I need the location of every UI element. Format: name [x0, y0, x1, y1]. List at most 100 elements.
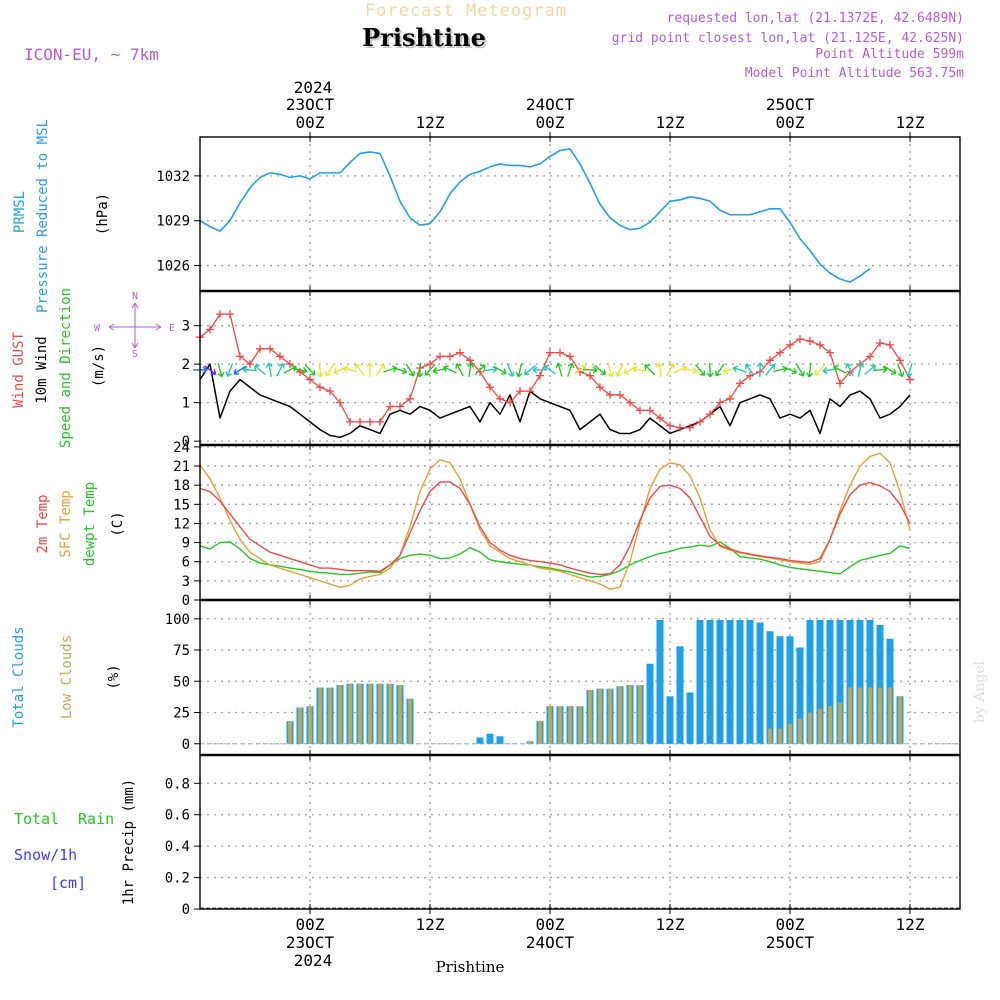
- wind-gust-marker: [376, 417, 384, 426]
- wind-arrow-shape: [543, 365, 557, 375]
- wind-arrow-shape: [424, 364, 436, 376]
- wind-direction-arrow: [474, 364, 486, 376]
- wind-gust-marker: [686, 423, 694, 432]
- wind-gust-label: Wind GUST: [11, 332, 27, 408]
- wind-arrow-shape: [304, 364, 316, 376]
- compass-west: W: [94, 323, 101, 334]
- wind-arrow-shape: [814, 364, 826, 376]
- temp-unit-label: (C): [110, 511, 126, 536]
- model-altitude: Model Point Altitude 563.75m: [745, 66, 964, 81]
- wind-gust-marker: [446, 352, 454, 361]
- low-cloud-bar: [788, 723, 792, 744]
- low-cloud-bar: [358, 683, 362, 744]
- grid-point-coords: grid point closest lon,lat (21.125E, 42.…: [612, 31, 964, 46]
- top-time-label: 12Z: [656, 113, 685, 132]
- wind-direction-arrow: [872, 366, 888, 374]
- wind-gust-marker: [736, 379, 744, 388]
- wind-direction-arrow: [455, 363, 464, 377]
- wind-gust-marker: [526, 387, 534, 396]
- top-time-label: 00Z: [296, 113, 325, 132]
- wind-direction-arrow: [905, 363, 913, 378]
- tsfc-label: SFC Temp: [58, 490, 74, 557]
- wind-arrow-shape: [905, 363, 913, 378]
- wind-direction-arrow: [354, 363, 365, 376]
- pressure-tick-label: 1029: [156, 214, 190, 230]
- low-cloud-bar: [808, 712, 812, 744]
- wind-gust-marker: [866, 352, 874, 361]
- wind-direction-arrow: [806, 362, 814, 378]
- total-cloud-bar: [486, 733, 494, 744]
- wind-direction-arrow: [594, 364, 607, 376]
- wind-gust-marker: [706, 410, 714, 419]
- total-cloud-bar: [746, 620, 754, 744]
- top-time-label: 25OCT: [766, 95, 815, 114]
- wind-gust-marker: [646, 406, 654, 415]
- wind-gust-marker: [316, 383, 324, 392]
- wind-direction-arrow: [493, 365, 507, 375]
- wind-direction-arrow: [715, 363, 725, 377]
- top-time-label: 23OCT: [286, 95, 335, 114]
- wind-arrow-shape: [872, 366, 888, 374]
- wind-arrow-shape: [756, 362, 764, 377]
- wind-10m-label: 10m Wind: [34, 336, 50, 403]
- wind-gust-marker: [636, 406, 644, 415]
- prmsl-label: PRMSL: [12, 191, 28, 233]
- wind-10m-line: [199, 363, 911, 439]
- temp-tick-label: 21: [173, 459, 190, 475]
- temp-tick-label: 6: [182, 555, 190, 571]
- total-cloud-bar: [726, 620, 734, 744]
- wind-direction-arrow: [615, 363, 624, 377]
- wind-direction-arrow: [316, 362, 324, 378]
- wind-gust-marker: [816, 340, 824, 349]
- wind-arrow-shape: [806, 362, 814, 378]
- pressure-tick-label: 1026: [156, 259, 190, 275]
- wind-gust-marker: [836, 379, 844, 388]
- precip-panel-frame: [199, 754, 961, 910]
- total-cloud-bar: [716, 620, 724, 744]
- total-clouds-label: Total Clouds: [11, 626, 27, 727]
- wind-arrow-shape: [706, 362, 714, 378]
- temp-tick-label: 3: [182, 574, 190, 590]
- model-label: ICON-EU, ~ 7km: [24, 45, 159, 64]
- cloud-unit-label: (%): [106, 664, 122, 689]
- temp-tick-label: 0: [182, 593, 190, 609]
- wind-direction-arrow: [756, 362, 764, 377]
- wind-arrow-shape: [523, 364, 536, 376]
- precip-tick-label: 0.4: [165, 839, 190, 855]
- low-cloud-bar: [528, 741, 532, 744]
- wind-arrow-shape: [515, 362, 523, 378]
- total-cloud-bar: [816, 620, 824, 744]
- wind-gust-marker: [206, 325, 214, 334]
- wind-direction-arrow: [833, 365, 847, 374]
- wind-direction-arrow: [443, 365, 457, 374]
- wind-arrow-shape: [532, 366, 548, 374]
- low-cloud-bar: [328, 687, 332, 744]
- wind-arrow-shape: [233, 365, 247, 375]
- wind-direction-arrow: [607, 362, 615, 378]
- total-cloud-bar: [656, 620, 664, 744]
- temp-panel-frame: [199, 444, 961, 601]
- low-cloud-bar: [308, 706, 312, 744]
- low-cloud-bar: [318, 687, 322, 744]
- wind-direction-arrow: [405, 363, 415, 377]
- low-cloud-bar: [288, 721, 292, 744]
- low-cloud-bar: [818, 708, 822, 744]
- wind-gust-marker: [456, 348, 464, 357]
- wind-gust-marker: [366, 417, 374, 426]
- compass-east: E: [169, 323, 175, 334]
- wind-direction-arrow: [325, 363, 335, 377]
- wind-unit-label: (m/s): [91, 345, 107, 387]
- total-rain-label-2: Rain: [78, 810, 114, 828]
- total-cloud-bar: [766, 631, 774, 744]
- cloud-tick-label: 100: [165, 612, 190, 628]
- wind-direction-arrow: [883, 365, 897, 375]
- pressure-line: [199, 148, 871, 283]
- wind-gust-marker: [496, 394, 504, 403]
- wind-arrow-shape: [765, 363, 776, 376]
- cloud-tick-label: 50: [173, 674, 190, 690]
- wind-direction-arrow: [706, 362, 714, 378]
- wind-gust-marker: [606, 390, 614, 399]
- low-cloud-bar: [798, 718, 802, 744]
